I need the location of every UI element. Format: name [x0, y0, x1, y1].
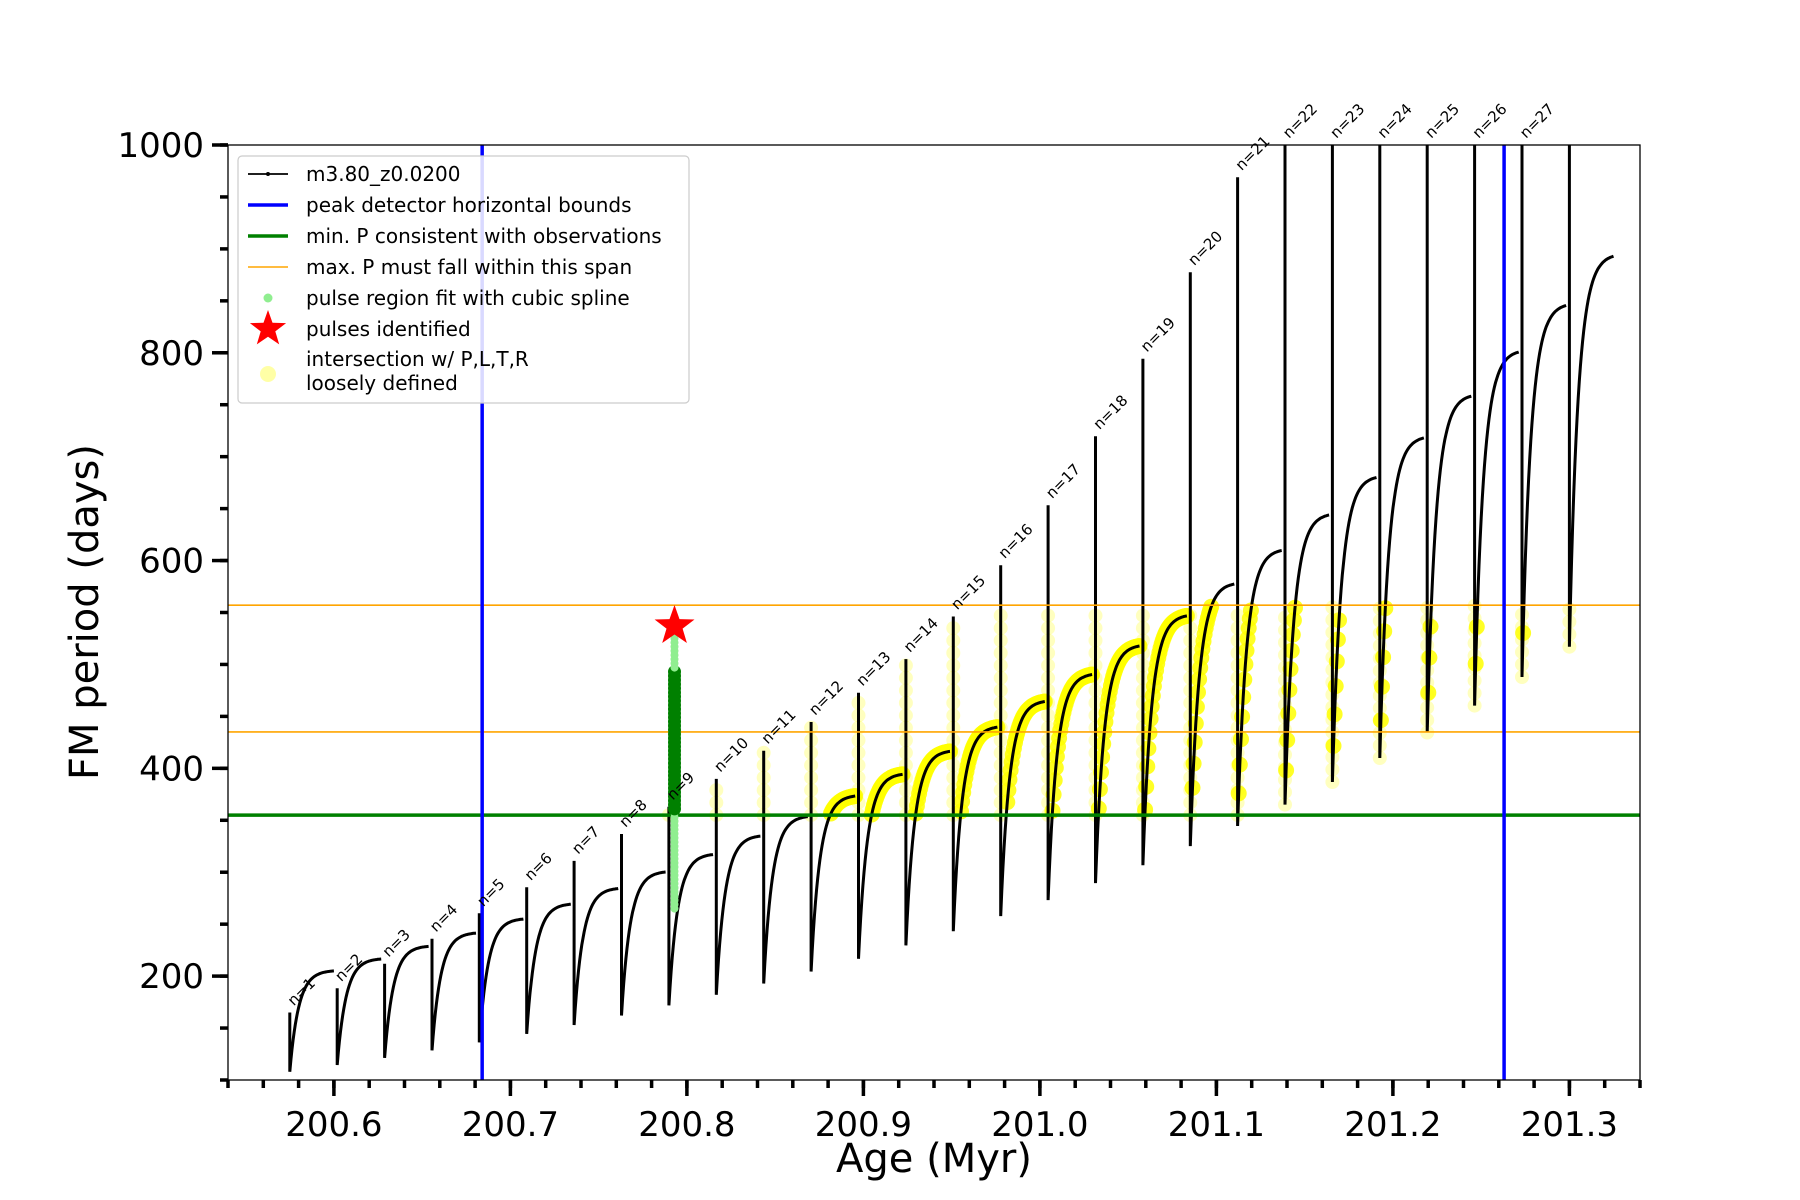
pulse-label: n=24 [1374, 100, 1416, 142]
x-tick-label: 200.9 [815, 1105, 912, 1145]
x-tick-label: 200.7 [462, 1105, 559, 1145]
legend-label-spline: pulse region fit with cubic spline [306, 286, 630, 310]
track-segment [1283, 145, 1330, 805]
legend-box [237, 155, 690, 404]
x-tick-label: 201.3 [1521, 1105, 1618, 1145]
track-segment [620, 834, 666, 1016]
x-tick-label: 201.2 [1344, 1105, 1441, 1145]
legend-label-loose-intersection-1: intersection w/ P,L,T,R [306, 347, 529, 371]
legend-label-min-period: min. P consistent with observations [306, 224, 662, 248]
track-segment [383, 944, 429, 1059]
pulse-label: n=22 [1279, 100, 1321, 142]
x-axis-label: Age (Myr) [836, 1136, 1032, 1182]
y-tick-label: 200 [139, 957, 204, 997]
legend-entry-pulses-identified: pulses identified [249, 310, 471, 345]
star-icon [249, 310, 287, 345]
x-tick-label: 200.8 [638, 1105, 735, 1145]
legend-entry-vertical-lines: peak detector horizontal bounds [248, 193, 632, 217]
track-segment [714, 778, 761, 995]
legend-label-pulses-identified: pulses identified [306, 317, 471, 341]
track-segment [904, 659, 951, 946]
legend-entry-loose-intersection: intersection w/ P,L,T,R loosely defined [260, 347, 529, 395]
y-tick-label: 1000 [117, 126, 204, 166]
legend-entry-min-period: min. P consistent with observations [248, 224, 662, 248]
track-segment [477, 913, 524, 1043]
pulse-identified-star [654, 605, 695, 643]
track-segment [572, 860, 619, 1026]
legend-entry-max-period: max. P must fall within this span [248, 255, 632, 279]
legend-entry-spline: pulse region fit with cubic spline [263, 286, 630, 310]
track-segment [1141, 358, 1188, 866]
track-segment [430, 931, 477, 1051]
track-segment [857, 692, 903, 959]
legend: m3.80_z0.0200 peak detector horizontal b… [237, 155, 690, 404]
horizontal-lines [228, 604, 1640, 817]
y-tick-label: 800 [139, 334, 204, 374]
pulse-label: n=26 [1469, 100, 1511, 142]
y-axis-label: FM period (days) [62, 444, 108, 780]
legend-label-max-period: max. P must fall within this span [306, 255, 632, 279]
track-segment [1094, 436, 1140, 884]
track-segment [667, 806, 714, 1006]
pulse-label: n=23 [1327, 100, 1369, 142]
legend-label-track: m3.80_z0.0200 [306, 162, 461, 186]
y-axis: 200 400 600 800 1000 [117, 126, 228, 1082]
track-series [288, 145, 1615, 1072]
track-segment [951, 616, 998, 932]
track-segment [762, 750, 808, 984]
track-segment [1425, 145, 1472, 733]
legend-label-vertical-lines: peak detector horizontal bounds [306, 193, 632, 217]
y-tick-label: 600 [139, 542, 204, 582]
track-segment [1378, 145, 1425, 759]
legend-entry-track: m3.80_z0.0200 [248, 162, 461, 186]
track-segment [1520, 145, 1567, 678]
y-tick-label: 400 [139, 749, 204, 789]
track-segment [999, 565, 1046, 917]
pulses-identified-markers [654, 605, 695, 643]
pulse-label: n=27 [1516, 100, 1558, 142]
track-segment [1473, 145, 1520, 706]
track-segment [1046, 505, 1093, 901]
x-tick-label: 200.6 [285, 1105, 382, 1145]
x-tick-label: 201.0 [991, 1105, 1088, 1145]
track-segment [1330, 145, 1377, 783]
track-segment [1567, 145, 1615, 647]
spline-points [668, 626, 681, 913]
track-segment [335, 957, 382, 1066]
legend-label-loose-intersection-2: loosely defined [306, 371, 458, 395]
x-axis: 200.6 200.7 200.8 200.9 201.0 201.1 201.2 201.3 [226, 1080, 1642, 1145]
track-segment [809, 722, 856, 972]
x-tick-label: 201.1 [1168, 1105, 1265, 1145]
track-segment [525, 887, 571, 1035]
track-segment [1236, 177, 1282, 827]
pulse-label: n=25 [1421, 100, 1463, 142]
track-segment [288, 969, 335, 1072]
